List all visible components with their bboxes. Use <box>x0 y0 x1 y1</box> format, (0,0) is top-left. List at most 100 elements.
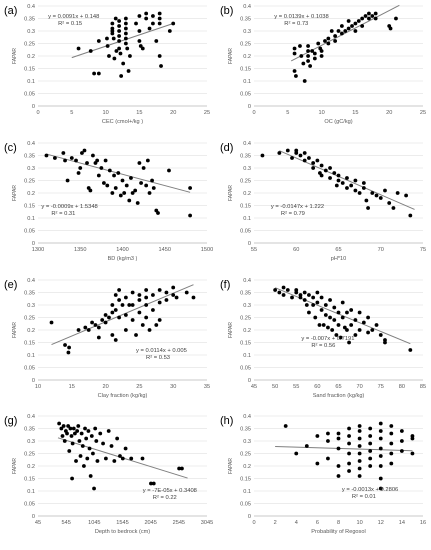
data-point <box>127 303 132 307</box>
data-point <box>302 79 307 83</box>
data-point <box>110 303 115 307</box>
data-point <box>67 449 72 453</box>
x-tick-label: 4 <box>295 520 298 526</box>
data-point <box>360 16 365 21</box>
data-point <box>92 71 97 76</box>
data-point <box>389 451 394 456</box>
data-point <box>285 288 290 292</box>
data-point <box>113 293 118 297</box>
data-point <box>109 444 114 448</box>
y-axis-title: FAPAR <box>228 458 234 474</box>
data-point <box>118 193 123 198</box>
data-point <box>126 69 131 73</box>
data-point <box>60 434 65 438</box>
data-point <box>328 315 332 320</box>
y-tick-label: 0.15 <box>24 67 35 73</box>
x-tick-label: 45 <box>35 520 41 526</box>
data-point <box>118 454 122 458</box>
data-point <box>317 323 322 327</box>
data-point <box>85 456 90 461</box>
data-point <box>368 434 373 438</box>
data-point <box>144 16 149 21</box>
x-tick-label: 6 <box>316 520 319 526</box>
r-squared: R² = 0.15 <box>58 21 82 27</box>
panel-label: (e) <box>4 279 17 291</box>
data-point <box>110 333 115 337</box>
data-point <box>91 451 95 456</box>
x-axis-title: Clay fraction (kg/kg) <box>98 393 148 399</box>
data-point <box>340 300 345 305</box>
data-point <box>364 198 369 203</box>
data-point <box>294 74 298 78</box>
data-point <box>123 21 128 26</box>
data-point <box>367 16 371 21</box>
data-point <box>123 328 128 332</box>
data-point <box>105 36 109 41</box>
data-point <box>319 49 324 53</box>
data-point <box>307 310 311 315</box>
data-point <box>332 171 337 175</box>
y-tick-label: 0.1 <box>27 79 35 85</box>
y-tick-label: 0.15 <box>24 341 35 347</box>
data-point <box>123 26 128 31</box>
y-tick-label: 0.05 <box>240 92 251 98</box>
y-tick-label: 0.05 <box>24 92 35 98</box>
data-point <box>157 11 162 16</box>
data-point <box>113 338 118 342</box>
data-point <box>157 54 162 58</box>
data-point <box>117 288 122 292</box>
data-point <box>96 71 101 76</box>
y-tick-label: 0.15 <box>240 204 251 210</box>
data-point <box>353 318 358 322</box>
y-tick-label: 0.2 <box>243 328 251 334</box>
data-point <box>361 186 366 190</box>
data-point <box>79 431 84 436</box>
data-point <box>334 183 339 188</box>
r-squared: R² = 0.01 <box>352 494 376 500</box>
data-point <box>112 56 117 61</box>
y-tick-label: 0.05 <box>240 229 251 235</box>
y-tick-label: 0.25 <box>24 42 35 48</box>
data-point <box>103 456 108 461</box>
data-point <box>328 176 332 180</box>
data-point <box>137 39 142 43</box>
data-point <box>87 446 92 451</box>
data-point <box>281 285 286 290</box>
trend-equation: y = 0.0114x + 0.005 <box>136 348 187 354</box>
data-point <box>188 213 193 218</box>
y-tick-label: 0.4 <box>27 414 35 420</box>
data-point <box>157 300 162 305</box>
y-tick-label: 0.35 <box>24 17 35 23</box>
data-point <box>378 464 383 468</box>
y-tick-label: 0.15 <box>24 477 35 483</box>
x-tick-label: 60 <box>314 384 320 390</box>
data-point <box>154 323 159 327</box>
data-point <box>123 36 128 41</box>
data-point <box>349 323 354 327</box>
data-point <box>110 31 115 36</box>
y-tick-label: 0.3 <box>243 439 251 445</box>
data-point <box>294 151 299 155</box>
data-point <box>347 434 351 438</box>
panel-label: (h) <box>220 415 233 427</box>
data-point <box>353 178 358 183</box>
chart-panel-3: 0 0.05 0.1 0.15 0.2 0.25 0.3 0.35 0.4 1300 1350 140… <box>4 141 213 262</box>
x-tick-label: 25 <box>204 110 210 116</box>
data-point <box>347 451 351 456</box>
data-point <box>357 436 362 441</box>
data-point <box>123 446 128 451</box>
data-point <box>124 183 129 188</box>
data-point <box>339 24 344 28</box>
x-tick-label: 10 <box>35 384 41 390</box>
y-axis-title: FAPAR <box>228 48 234 64</box>
data-point <box>378 446 383 451</box>
data-point <box>121 61 126 66</box>
data-point <box>144 11 149 16</box>
data-point <box>366 206 370 210</box>
data-point <box>323 303 328 307</box>
data-point <box>95 158 100 163</box>
data-point <box>368 441 373 446</box>
data-point <box>122 191 127 195</box>
y-tick-label: 0.35 <box>24 154 35 160</box>
